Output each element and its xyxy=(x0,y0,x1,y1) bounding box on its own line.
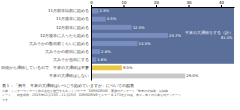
y-tick: 11月後半に始める xyxy=(56,16,89,21)
x-tick-mark xyxy=(124,5,125,7)
data-label: 4.5% xyxy=(107,16,117,21)
y-tick-label: 11月前半以前に始める xyxy=(48,8,89,13)
annotation: 年末の大掃除をする（計）61.5% xyxy=(185,30,234,40)
x-axis: 0 10 20 30 40 xyxy=(90,0,234,8)
x-tick-label: 40 xyxy=(219,0,225,5)
x-tick-label: 10 xyxy=(121,0,127,5)
bar xyxy=(91,25,132,30)
footnote: です。 xyxy=(2,98,11,102)
summary-box xyxy=(91,7,234,64)
data-labels: 2.3% 4.5% 12.5% 23.7% 14.3% 2.8% 1.6% 9.5% 29.0% xyxy=(97,8,199,78)
y-axis: 11月前半以前に始める 11月後半に始める 12月前半に始める 12月後半に入ったら始… xyxy=(1,8,92,81)
y-tick: 12月前半に始める xyxy=(56,25,89,30)
x-tick: 10 xyxy=(121,0,127,7)
x-tick-mark xyxy=(156,5,157,7)
x-tick-mark xyxy=(91,5,92,7)
bar xyxy=(91,9,98,14)
x-tick: 20 xyxy=(154,0,160,7)
x-tick: 40 xyxy=(219,0,225,7)
x-tick-label: 0 xyxy=(90,0,93,5)
y-axis-line xyxy=(91,8,92,81)
y-tick-label: 大みそか当日にする xyxy=(53,57,89,62)
marks xyxy=(91,7,234,78)
data-label: 29.0% xyxy=(186,73,198,78)
y-tick-label: 12月前半に始める xyxy=(56,25,89,30)
y-tick: 日頃から掃除しているので、年末の大掃除は不要 xyxy=(1,65,89,70)
bar xyxy=(91,65,122,70)
y-tick-label: 12月後半に入ったら始める xyxy=(40,33,89,38)
y-tick-label: 日頃から掃除しているので、年末の大掃除は不要 xyxy=(1,65,89,70)
x-tick-label: 20 xyxy=(154,0,160,5)
data-label: 14.3% xyxy=(138,41,150,46)
data-label: 1.6% xyxy=(97,57,107,62)
y-tick: 大みそかの前日に始める xyxy=(45,49,89,54)
y-tick: 年末の大掃除はしない xyxy=(49,73,89,78)
chart: 0 10 20 30 40 11月前半以前に始める 11月後半に始める 12月前半に始める 12… xyxy=(0,0,240,110)
x-tick-label: 30 xyxy=(186,0,192,5)
footnote: シート」、調査期間：2015年11月13日～11月25日、DIMSDRIVEモニ… xyxy=(2,93,181,97)
data-label: 12.5% xyxy=(133,25,145,30)
data-label: 23.7% xyxy=(169,33,181,38)
y-tick: 12月後半に入ったら始める xyxy=(40,33,89,38)
y-tick-label: 年末の大掃除はしない xyxy=(49,73,89,78)
x-tick-mark xyxy=(189,5,190,7)
title: 表１：「例年、年末の大掃除はいつごろ始めていますか」についての図表 xyxy=(2,83,134,88)
data-label: 2.8% xyxy=(101,49,111,54)
x-tick: 0 xyxy=(90,0,93,7)
annotation-line: 61.5% xyxy=(221,36,233,40)
y-tick-label: 大みそかの前日に始める xyxy=(45,49,89,54)
x-axis-line xyxy=(92,7,235,8)
annotation-line: 年末の大掃除をする（計） xyxy=(185,30,233,35)
y-tick: 11月前半以前に始める xyxy=(48,8,89,13)
bar xyxy=(91,33,168,38)
data-label: 2.3% xyxy=(99,8,109,13)
y-tick: 大みそかの数日前くらいに始める xyxy=(29,41,89,46)
bar xyxy=(91,41,137,46)
x-tick: 30 xyxy=(186,0,192,7)
footnote: 出典：インターワイヤード株式会社が運営するネットリサーチ「DIMSDRIVE」実… xyxy=(2,89,168,93)
x-tick-mark xyxy=(221,5,222,7)
y-tick-label: 11月後半に始める xyxy=(56,16,89,21)
bar xyxy=(91,17,106,22)
bar xyxy=(91,74,185,79)
y-tick-label: 大みそかの数日前くらいに始める xyxy=(29,41,89,46)
bar xyxy=(91,49,100,54)
y-tick: 大みそか当日にする xyxy=(53,57,89,62)
data-label: 9.5% xyxy=(123,65,133,70)
plot: 0 10 20 30 40 11月前半以前に始める 11月後半に始める 12月前半に始める 12… xyxy=(1,0,235,81)
